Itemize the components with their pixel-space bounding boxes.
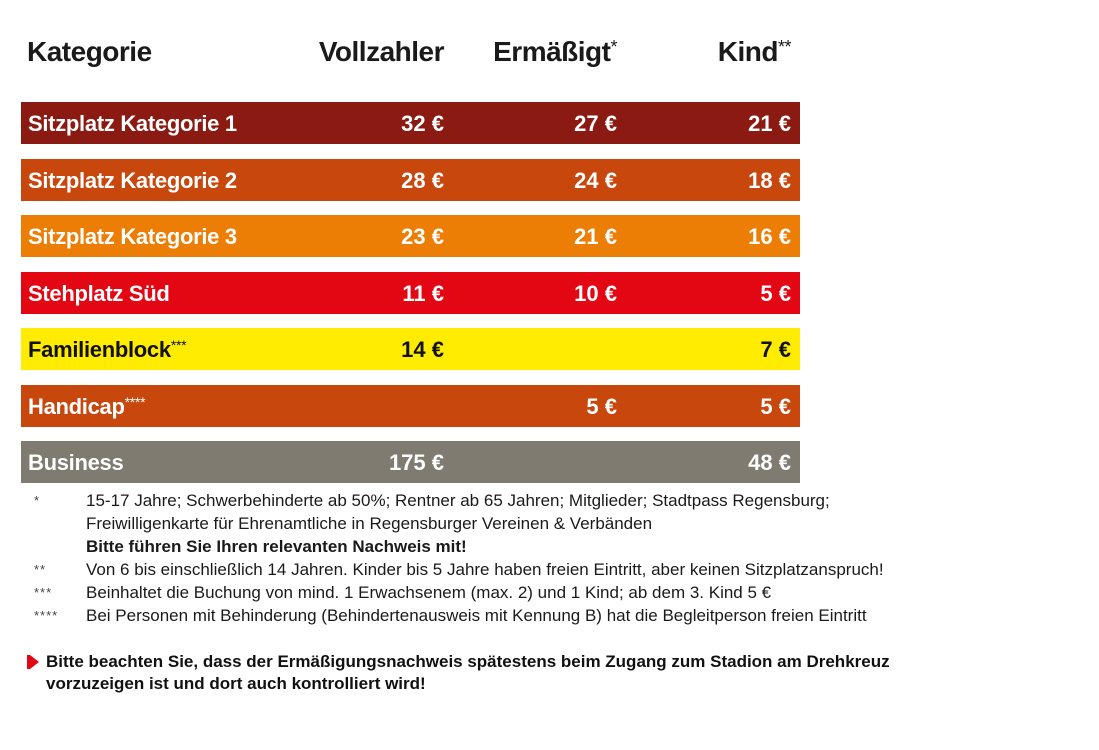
- row-category: Business: [28, 450, 124, 476]
- footnote-text: Bei Personen mit Behinderung (Behinderte…: [86, 606, 867, 625]
- row-category-label: Sitzplatz Kategorie 2: [28, 167, 237, 193]
- warning-line: vorzuzeigen ist und dort auch kontrollie…: [46, 674, 426, 693]
- table-row: Stehplatz Süd 11 € 10 € 5 €: [21, 271, 800, 314]
- row-full-price: 23 €: [401, 224, 444, 249]
- header-reduced-price: Ermäßigt*: [493, 36, 617, 68]
- header-reduced-mark: *: [610, 37, 617, 57]
- header-full-price: Vollzahler: [318, 36, 445, 67]
- arrow-marker-icon: [27, 655, 39, 669]
- row-child-price: 18 €: [748, 167, 791, 193]
- footnote-proof-notice: Bitte führen Sie Ihren relevanten Nachwe…: [86, 537, 467, 556]
- footnote-text: Beinhaltet die Buchung von mind. 1 Erwac…: [86, 583, 772, 602]
- row-child-price: 48 €: [748, 450, 791, 475]
- row-reduced-price: 24 €: [574, 167, 617, 193]
- table-row: Sitzplatz Kategorie 2 28 € 24 € 18 €: [21, 158, 800, 201]
- row-reduced-price: 27 €: [574, 111, 617, 136]
- footnote-mark: ****: [34, 608, 59, 623]
- row-category-mark: ***: [170, 337, 187, 353]
- table-row: Sitzplatz Kategorie 1 32 € 27 € 21 €: [21, 102, 800, 144]
- row-child-price: 5 €: [760, 393, 791, 419]
- row-full-price: 175 €: [388, 450, 444, 475]
- header-child-label: Kind: [717, 36, 779, 67]
- row-category-label: Sitzplatz Kategorie 3: [28, 224, 237, 249]
- footnote-text: Von 6 bis einschließlich 14 Jahren. Kind…: [86, 560, 884, 579]
- row-category: Sitzplatz Kategorie 2: [28, 168, 237, 194]
- row-full-price: 11 €: [402, 280, 444, 306]
- row-category: Sitzplatz Kategorie 3: [28, 224, 237, 250]
- table-row: Handicap**** 5 € 5 €: [21, 384, 800, 427]
- row-child-price: 21 €: [748, 111, 791, 136]
- footnote-mark: **: [34, 562, 47, 577]
- footnotes: * 15-17 Jahre; Schwerbehinderte ab 50%; …: [0, 489, 1099, 627]
- footnote-child: ** Von 6 bis einschließlich 14 Jahren. K…: [0, 558, 1099, 581]
- row-child-price: 5 €: [760, 280, 791, 306]
- row-category: Sitzplatz Kategorie 1: [28, 111, 237, 137]
- footnote-handicap: **** Bei Personen mit Behinderung (Behin…: [0, 604, 1099, 627]
- header-child-mark: **: [777, 37, 792, 57]
- header-reduced-label: Ermäßigt: [493, 36, 611, 67]
- row-category-label: Handicap: [28, 393, 125, 419]
- footnote-line: 15-17 Jahre; Schwerbehinderte ab 50%; Re…: [86, 491, 830, 510]
- row-child-price: 7 €: [760, 337, 791, 362]
- table-header: Kategorie Vollzahler Ermäßigt* Kind**: [0, 36, 800, 76]
- table-row: Sitzplatz Kategorie 3 23 € 21 € 16 €: [21, 215, 800, 257]
- row-reduced-price: 21 €: [574, 224, 617, 249]
- row-full-price: 32 €: [401, 111, 444, 136]
- row-category: Stehplatz Süd: [28, 281, 170, 307]
- row-category-label: Familienblock: [28, 337, 171, 362]
- row-reduced-price: 10 €: [574, 280, 617, 306]
- footnote-line: Freiwilligenkarte für Ehrenamtliche in R…: [86, 514, 653, 533]
- row-category-mark: ****: [124, 393, 146, 410]
- row-category-label: Business: [28, 450, 124, 475]
- footnote-family: *** Beinhaltet die Buchung von mind. 1 E…: [0, 581, 1099, 604]
- footnote-mark: ***: [34, 585, 53, 600]
- header-child-price: Kind**: [717, 36, 792, 68]
- row-reduced-price: 5 €: [586, 393, 617, 419]
- row-category-label: Stehplatz Süd: [28, 280, 170, 306]
- row-full-price: 28 €: [401, 167, 444, 193]
- table-row: Familienblock*** 14 € 7 €: [21, 328, 800, 370]
- warning-line: Bitte beachten Sie, dass der Ermäßigungs…: [46, 652, 890, 671]
- row-child-price: 16 €: [748, 224, 791, 249]
- table-row: Business 175 € 48 €: [21, 441, 800, 483]
- verification-warning: Bitte beachten Sie, dass der Ermäßigungs…: [27, 651, 1099, 695]
- row-category: Handicap****: [28, 393, 146, 420]
- row-category-label: Sitzplatz Kategorie 1: [28, 111, 237, 136]
- header-category: Kategorie: [27, 36, 152, 67]
- row-category: Familienblock***: [28, 337, 187, 363]
- footnote-mark: *: [34, 493, 41, 508]
- footnote-reduced: * 15-17 Jahre; Schwerbehinderte ab 50%; …: [0, 489, 1099, 558]
- row-full-price: 14 €: [401, 337, 444, 362]
